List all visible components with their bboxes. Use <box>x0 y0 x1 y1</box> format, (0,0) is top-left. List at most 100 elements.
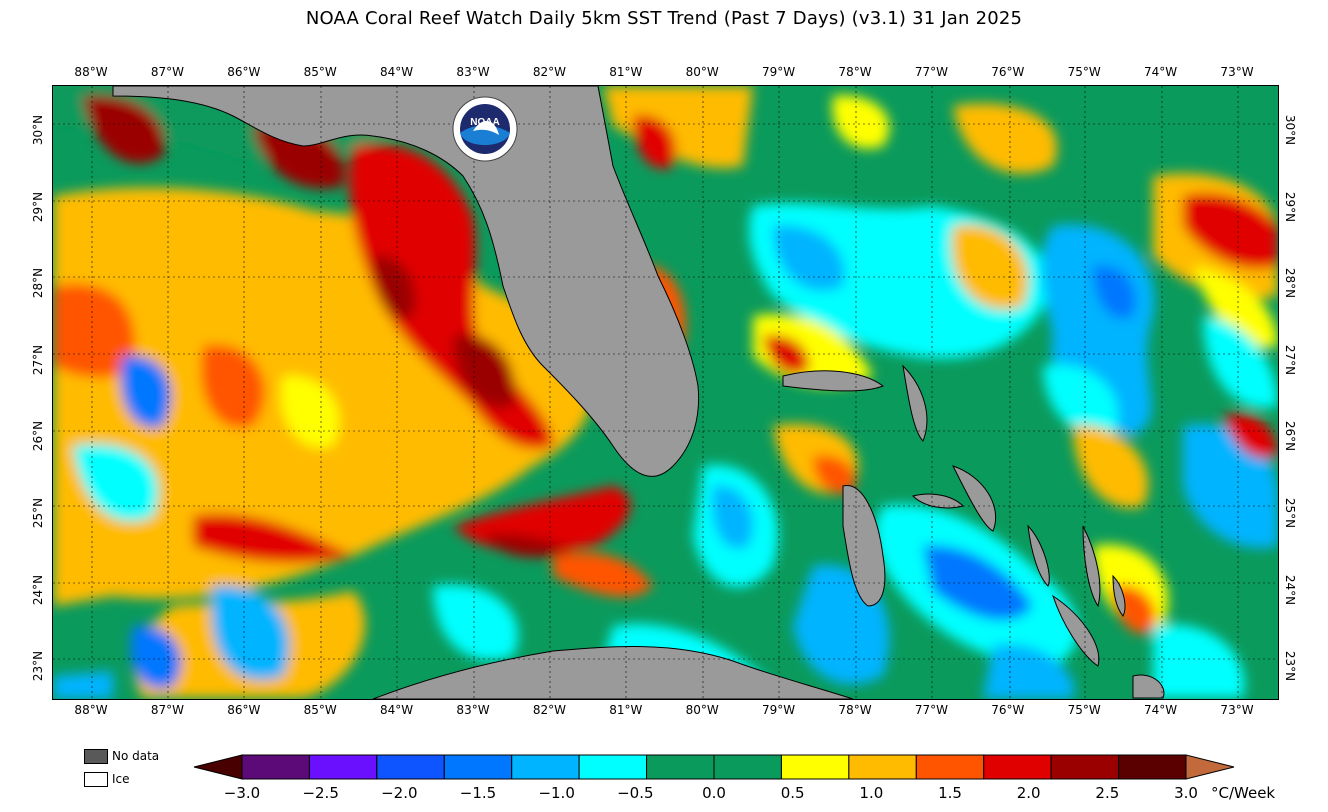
noaa-logo: NOAA <box>452 96 518 162</box>
latitude-label: 27°N <box>31 344 45 375</box>
longitude-label: 86°W <box>227 703 261 717</box>
ice-key: Ice <box>84 770 159 788</box>
longitude-label: 84°W <box>380 65 414 79</box>
longitude-label: 75°W <box>1067 65 1101 79</box>
cuba <box>372 646 854 699</box>
sst-trend-map[interactable]: NOAA <box>52 85 1279 700</box>
colorbar-segment <box>915 754 985 780</box>
longitude-label: 88°W <box>74 703 108 717</box>
colorbar-segment <box>983 754 1052 780</box>
longitude-label: 76°W <box>991 65 1025 79</box>
colorbar-min-arrow <box>193 754 243 780</box>
colorbar-tick-label: −2.0 <box>381 784 418 802</box>
ice-swatch <box>84 771 108 787</box>
no-data-swatch <box>84 748 108 764</box>
latitude-label: 23°N <box>1283 651 1297 682</box>
no-data-label: No data <box>112 749 160 763</box>
latitude-label: 30°N <box>1283 114 1297 146</box>
colorbar-tick-label: 2.5 <box>1095 784 1120 802</box>
gulf-anomaly-field <box>53 86 653 699</box>
longitude-label: 74°W <box>1144 65 1178 79</box>
longitude-label: 85°W <box>303 65 337 79</box>
colorbar-tick-label: −1.5 <box>459 784 497 802</box>
no-data-key: No data <box>84 747 159 765</box>
land-masses <box>112 86 1165 699</box>
longitude-label: 81°W <box>609 65 643 79</box>
longitude-label: 77°W <box>914 65 948 79</box>
longitude-label: 79°W <box>762 65 796 79</box>
colorbar-segment <box>308 754 378 780</box>
colorbar-segment <box>511 754 580 780</box>
ice-label: Ice <box>112 772 130 786</box>
latitude-label: 26°N <box>1283 421 1297 452</box>
colorbar-max-arrow <box>1185 754 1235 780</box>
longitude-label: 78°W <box>838 703 872 717</box>
colorbar-tick-label: 3.0 <box>1174 784 1198 802</box>
longitude-label: 86°W <box>227 65 261 79</box>
latitude-label: 27°N <box>1283 344 1297 375</box>
longitude-label: 88°W <box>74 65 108 79</box>
longitude-label: 74°W <box>1144 703 1178 717</box>
southern-bahamas <box>1132 674 1165 699</box>
longitude-label: 80°W <box>685 703 719 717</box>
colorbar-segment <box>646 754 715 780</box>
cat-island <box>1082 525 1101 608</box>
colorbar-segment <box>376 754 445 780</box>
longitude-label: 83°W <box>456 65 490 79</box>
colorbar-segment <box>1118 754 1187 780</box>
longitude-label: 76°W <box>991 703 1025 717</box>
colorbar-segment <box>848 754 917 780</box>
colorbar-tick-label: 2.0 <box>1016 784 1041 802</box>
noaa-logo-text: NOAA <box>470 117 499 128</box>
latitude-label: 28°N <box>1283 268 1297 299</box>
longitude-label: 75°W <box>1067 703 1101 717</box>
colorbar-tick-label: 0.0 <box>702 784 726 802</box>
latitude-label: 25°N <box>1283 497 1297 529</box>
graticule <box>53 86 1278 699</box>
longitude-label: 85°W <box>303 703 337 717</box>
colorbar-tick-label: −3.0 <box>223 784 261 802</box>
colorbar-tick-label: −1.0 <box>538 784 575 802</box>
legend-keys: No data Ice <box>84 747 159 793</box>
long-island <box>1027 524 1050 587</box>
florida-peninsula <box>112 86 700 477</box>
longitude-label: 78°W <box>838 65 872 79</box>
latitude-label: 25°N <box>31 497 45 529</box>
colorbar-unit: °C/Week <box>1211 784 1276 802</box>
longitude-label: 79°W <box>762 703 796 717</box>
abaco-island <box>902 364 928 442</box>
latitude-label: 29°N <box>31 191 45 222</box>
andros-island <box>842 485 886 607</box>
longitude-label: 73°W <box>1220 703 1254 717</box>
latitude-label: 28°N <box>31 268 45 299</box>
latitude-label: 24°N <box>1283 574 1297 605</box>
latitude-label: 23°N <box>31 651 45 682</box>
latitude-label: 26°N <box>31 421 45 452</box>
longitude-label: 84°W <box>380 703 414 717</box>
grand-bahama <box>782 370 885 392</box>
colorbar-segment <box>713 754 782 780</box>
map-title: NOAA Coral Reef Watch Daily 5km SST Tren… <box>305 8 1023 29</box>
latitude-label: 30°N <box>31 114 45 146</box>
longitude-label: 87°W <box>150 703 184 717</box>
longitude-label: 80°W <box>685 65 719 79</box>
colorbar-segment <box>578 754 648 780</box>
east-bahamas <box>1112 574 1126 617</box>
longitude-label: 82°W <box>532 65 566 79</box>
colorbar-segment <box>443 754 513 780</box>
longitude-label: 82°W <box>532 703 566 717</box>
inagua-area <box>1052 594 1100 667</box>
colorbar-segment <box>241 754 310 780</box>
colorbar-segment <box>780 754 850 780</box>
exuma-chain <box>952 465 997 532</box>
colorbar-tick-label: 1.0 <box>859 784 884 802</box>
map-canvas: NOAA <box>53 86 1278 699</box>
longitude-label: 73°W <box>1220 65 1254 79</box>
longitude-label: 81°W <box>609 703 643 717</box>
colorbar-tick-label: 1.5 <box>938 784 962 802</box>
colorbar-segment <box>1050 754 1120 780</box>
colorbar-tick-label: −2.5 <box>302 784 339 802</box>
longitude-label: 77°W <box>914 703 948 717</box>
latitude-label: 24°N <box>31 574 45 605</box>
latitude-label: 29°N <box>1283 191 1297 222</box>
